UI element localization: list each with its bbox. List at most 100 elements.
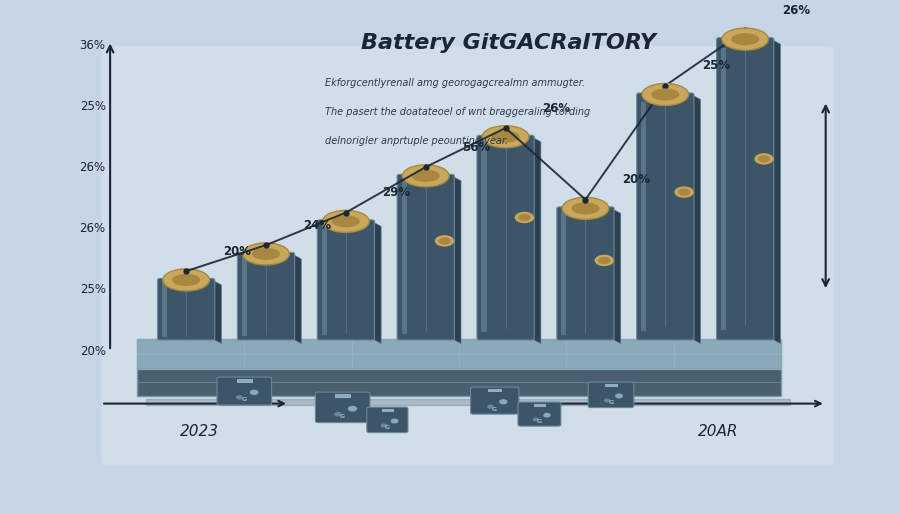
Circle shape bbox=[439, 238, 450, 244]
Polygon shape bbox=[137, 369, 781, 396]
Text: G: G bbox=[385, 425, 390, 430]
Polygon shape bbox=[137, 339, 781, 369]
Circle shape bbox=[348, 407, 356, 411]
FancyBboxPatch shape bbox=[101, 46, 834, 466]
Ellipse shape bbox=[163, 269, 210, 291]
Ellipse shape bbox=[491, 131, 519, 143]
FancyBboxPatch shape bbox=[315, 392, 370, 423]
Circle shape bbox=[755, 154, 773, 164]
Polygon shape bbox=[146, 398, 790, 405]
FancyBboxPatch shape bbox=[477, 135, 535, 340]
Text: G: G bbox=[242, 397, 247, 402]
Text: Battery GitGACRaITORY: Battery GitGACRaITORY bbox=[361, 33, 655, 53]
Polygon shape bbox=[532, 137, 541, 343]
Text: 2023: 2023 bbox=[180, 424, 219, 438]
Circle shape bbox=[544, 413, 550, 417]
Circle shape bbox=[598, 258, 609, 264]
Ellipse shape bbox=[562, 197, 608, 219]
Ellipse shape bbox=[652, 88, 680, 101]
Ellipse shape bbox=[642, 83, 688, 105]
Text: 26%: 26% bbox=[79, 223, 105, 235]
Bar bbox=[721, 48, 726, 329]
Text: Ekforgcentlyrenall amg georogagcrealmn ammugter.: Ekforgcentlyrenall amg georogagcrealmn a… bbox=[325, 78, 585, 88]
Ellipse shape bbox=[482, 126, 529, 148]
FancyBboxPatch shape bbox=[471, 387, 519, 414]
Circle shape bbox=[759, 156, 769, 162]
Circle shape bbox=[675, 187, 693, 197]
Circle shape bbox=[679, 189, 689, 195]
Circle shape bbox=[616, 394, 622, 398]
Text: 29%: 29% bbox=[382, 187, 410, 199]
Bar bbox=[242, 256, 247, 336]
Bar bbox=[534, 403, 545, 406]
Ellipse shape bbox=[411, 170, 440, 182]
Polygon shape bbox=[212, 280, 221, 343]
Circle shape bbox=[392, 419, 398, 423]
Ellipse shape bbox=[172, 274, 200, 286]
Polygon shape bbox=[372, 222, 381, 343]
Text: 36%: 36% bbox=[79, 39, 105, 52]
Bar bbox=[336, 394, 350, 397]
Text: 26%: 26% bbox=[79, 161, 105, 174]
FancyBboxPatch shape bbox=[557, 207, 614, 340]
FancyBboxPatch shape bbox=[716, 38, 774, 340]
Circle shape bbox=[488, 405, 493, 408]
Ellipse shape bbox=[402, 165, 449, 187]
Ellipse shape bbox=[243, 243, 289, 265]
Text: G: G bbox=[340, 414, 346, 419]
Text: G: G bbox=[608, 400, 614, 405]
Text: delnorigler anprtuple peounting year.: delnorigler anprtuple peounting year. bbox=[325, 136, 508, 146]
Bar bbox=[641, 102, 646, 331]
FancyBboxPatch shape bbox=[317, 220, 374, 340]
Text: 56%: 56% bbox=[463, 141, 491, 154]
Circle shape bbox=[595, 255, 613, 265]
Bar bbox=[482, 143, 487, 333]
Circle shape bbox=[605, 399, 609, 402]
FancyBboxPatch shape bbox=[217, 377, 272, 405]
Bar bbox=[162, 282, 167, 337]
Bar bbox=[605, 383, 617, 387]
Circle shape bbox=[500, 400, 507, 403]
Bar bbox=[562, 212, 566, 335]
Circle shape bbox=[237, 396, 242, 399]
Bar bbox=[382, 409, 392, 411]
FancyBboxPatch shape bbox=[636, 93, 694, 340]
Circle shape bbox=[519, 214, 530, 221]
Bar bbox=[321, 225, 327, 335]
Ellipse shape bbox=[722, 28, 769, 50]
FancyBboxPatch shape bbox=[589, 382, 634, 408]
Polygon shape bbox=[691, 95, 700, 343]
Text: 26%: 26% bbox=[782, 4, 810, 17]
FancyBboxPatch shape bbox=[518, 402, 561, 426]
Ellipse shape bbox=[252, 248, 280, 260]
Text: G: G bbox=[492, 407, 498, 412]
Text: 20AR: 20AR bbox=[698, 424, 739, 438]
Text: 25%: 25% bbox=[79, 283, 105, 297]
FancyBboxPatch shape bbox=[397, 174, 454, 340]
FancyBboxPatch shape bbox=[238, 252, 294, 340]
Text: 25%: 25% bbox=[702, 60, 730, 72]
Text: 20%: 20% bbox=[79, 344, 105, 358]
Polygon shape bbox=[292, 254, 302, 343]
Circle shape bbox=[534, 418, 538, 420]
Text: 24%: 24% bbox=[302, 219, 331, 232]
Text: G: G bbox=[537, 419, 542, 424]
Text: 26%: 26% bbox=[543, 102, 571, 115]
Ellipse shape bbox=[332, 215, 360, 227]
Circle shape bbox=[335, 413, 341, 416]
Circle shape bbox=[516, 212, 534, 223]
Bar bbox=[489, 389, 501, 392]
Ellipse shape bbox=[322, 210, 369, 232]
Polygon shape bbox=[771, 39, 780, 343]
Polygon shape bbox=[452, 176, 461, 343]
Bar bbox=[401, 181, 407, 334]
FancyBboxPatch shape bbox=[367, 407, 408, 433]
Text: 25%: 25% bbox=[79, 100, 105, 113]
FancyBboxPatch shape bbox=[158, 279, 215, 340]
Circle shape bbox=[436, 236, 454, 246]
Text: The pasert the doatateoel of wnt braggeraling tording: The pasert the doatateoel of wnt bragger… bbox=[325, 107, 590, 117]
Ellipse shape bbox=[731, 33, 760, 45]
Text: 20%: 20% bbox=[223, 245, 251, 258]
Circle shape bbox=[250, 390, 257, 394]
Circle shape bbox=[382, 424, 386, 427]
